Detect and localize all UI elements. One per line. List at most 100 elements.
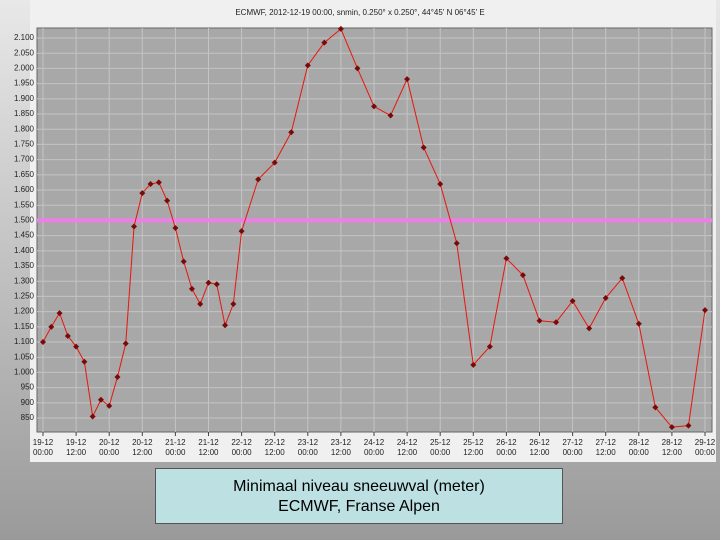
data-point: [536, 317, 543, 324]
y-tick-label: 1.250: [14, 292, 35, 301]
x-tick-label: 22-12 12:00: [264, 438, 285, 457]
caption-line: Minimaal niveau sneeuwval (meter): [233, 478, 485, 495]
data-point: [685, 422, 692, 429]
caption: Minimaal niveau sneeuwval (meter) ECMWF,…: [155, 468, 563, 524]
y-tick-label: 1.700: [14, 155, 35, 164]
y-tick-label: 1.950: [14, 79, 35, 88]
data-point: [197, 301, 204, 308]
data-point: [702, 307, 708, 314]
x-tick-label: 28-12 00:00: [628, 438, 650, 457]
data-point: [519, 272, 526, 279]
data-point: [114, 373, 121, 380]
data-point: [97, 396, 104, 403]
data-point: [337, 25, 344, 32]
y-tick-label: 1.500: [14, 216, 35, 225]
y-tick-label: 1.300: [14, 276, 35, 285]
data-point: [147, 180, 154, 187]
y-tick-label: 1.200: [14, 307, 35, 316]
data-point: [304, 62, 311, 69]
x-tick-label: 22-12 00:00: [231, 438, 252, 457]
data-point: [271, 159, 278, 166]
y-tick-label: 850: [21, 413, 35, 422]
data-point: [602, 294, 609, 301]
x-tick-label: 24-12 12:00: [396, 438, 418, 457]
y-tick-label: 1.650: [14, 170, 35, 179]
data-point: [238, 228, 245, 235]
data-point: [205, 279, 212, 286]
data-point: [635, 320, 642, 327]
chart: ECMWF, 2012-12-19 00:00, snmin, 0.250° x…: [14, 0, 716, 462]
x-tick-label: 19-12 12:00: [65, 438, 87, 457]
data-point: [404, 76, 411, 83]
x-tick-label: 28-12 12:00: [661, 438, 683, 457]
data-point: [122, 340, 129, 347]
x-tick-label: 20-12 00:00: [98, 438, 120, 457]
y-tick-label: 2.000: [14, 64, 35, 73]
data-point: [668, 424, 675, 431]
x-tick-label: 29-12 00:00: [694, 438, 716, 457]
data-point: [371, 103, 377, 110]
y-tick-label: 950: [21, 383, 35, 392]
data-point: [56, 310, 63, 317]
data-point: [553, 319, 560, 326]
y-tick-label: 900: [21, 398, 35, 407]
data-point: [106, 402, 113, 409]
x-tick-label: 21-12 12:00: [198, 438, 219, 457]
y-tick-label: 1.750: [14, 140, 35, 149]
x-tick-label: 26-12 12:00: [529, 438, 550, 457]
data-point: [354, 65, 361, 72]
y-tick-label: 2.050: [14, 48, 35, 57]
data-point: [213, 281, 220, 288]
x-tick-label: 24-12 00:00: [363, 438, 385, 457]
y-tick-label: 1.100: [14, 337, 35, 346]
x-tick-label: 27-12 00:00: [562, 438, 583, 457]
y-tick-label: 1.550: [14, 200, 35, 209]
y-tick-label: 1.150: [14, 322, 35, 331]
data-point: [89, 413, 96, 420]
data-point: [652, 404, 659, 411]
data-point: [470, 361, 477, 368]
x-tick-label: 23-12 12:00: [330, 438, 352, 457]
data-point: [131, 223, 138, 230]
x-tick-label: 23-12 00:00: [297, 438, 319, 457]
data-point: [64, 332, 71, 339]
y-tick-label: 1.450: [14, 231, 35, 240]
data-point: [619, 275, 626, 282]
x-tick-label: 27-12 12:00: [595, 438, 616, 457]
data-point: [503, 255, 510, 262]
x-tick-label: 20-12 12:00: [132, 438, 153, 457]
data-point: [586, 325, 593, 332]
data-point: [164, 197, 171, 204]
data-point: [139, 190, 146, 197]
data-point: [180, 258, 187, 265]
y-tick-label: 2.100: [14, 33, 35, 42]
caption-line: ECMWF, Franse Alpen: [278, 498, 440, 515]
data-point: [387, 112, 394, 119]
y-tick-label: 1.350: [14, 261, 35, 270]
x-tick-label: 26-12 00:00: [496, 438, 517, 457]
data-point: [188, 285, 195, 292]
y-tick-label: 1.050: [14, 352, 35, 361]
data-point: [230, 301, 237, 308]
x-tick-label: 25-12 00:00: [429, 438, 451, 457]
y-tick-label: 1.800: [14, 124, 35, 133]
data-point: [81, 358, 88, 365]
x-tick-label: 25-12 12:00: [463, 438, 484, 457]
data-point: [48, 323, 55, 330]
y-tick-label: 1.000: [14, 368, 35, 377]
x-tick-label: 19-12 00:00: [32, 438, 54, 457]
data-point: [486, 343, 493, 350]
data-point: [453, 240, 460, 247]
y-tick-label: 1.400: [14, 246, 35, 255]
data-point: [255, 176, 262, 183]
data-point: [569, 297, 576, 304]
data-point: [155, 179, 162, 186]
data-point: [40, 339, 46, 346]
data-point: [321, 39, 328, 46]
data-point: [288, 129, 295, 136]
chart-title: ECMWF, 2012-12-19 00:00, snmin, 0.250° x…: [235, 8, 484, 17]
data-point: [172, 225, 179, 232]
y-tick-label: 1.600: [14, 185, 35, 194]
data-point: [437, 180, 444, 187]
